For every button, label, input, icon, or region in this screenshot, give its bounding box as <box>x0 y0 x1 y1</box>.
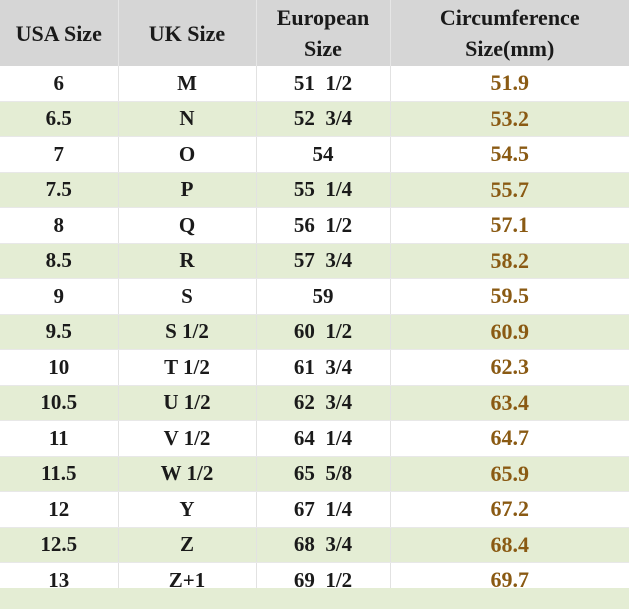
circumference-cell: 53.2 <box>390 101 629 137</box>
uk-size-cell: Q <box>118 207 257 244</box>
table-row: 8.5 R 57 3/4 58.2 <box>0 243 629 279</box>
usa-size-cell: 12 <box>0 491 119 528</box>
uk-size-cell: N <box>118 101 257 137</box>
uk-size-cell: R <box>118 243 257 279</box>
usa-size-cell: 11.5 <box>0 456 119 492</box>
header-usa-size: USA Size <box>0 0 119 66</box>
header-circumference-line-2: Size(mm) <box>465 36 555 61</box>
uk-size-cell: T 1/2 <box>118 349 257 386</box>
european-size-cell: 54 <box>256 136 391 173</box>
table-row: 12.5 Z 68 3/4 68.4 <box>0 527 629 563</box>
table-row: 8 Q 56 1/2 57.1 <box>0 207 629 244</box>
uk-size-cell: S <box>118 278 257 315</box>
table-row: 9.5 S 1/2 60 1/2 60.9 <box>0 314 629 350</box>
circumference-cell: 57.1 <box>390 207 629 244</box>
usa-size-cell: 6.5 <box>0 101 119 137</box>
uk-size-cell: S 1/2 <box>118 314 257 350</box>
header-row: USA Size UK Size European Size Circumfer… <box>0 0 629 66</box>
european-size-cell: 56 1/2 <box>256 207 391 244</box>
header-uk-size: UK Size <box>118 0 257 66</box>
usa-size-cell: 7.5 <box>0 172 119 208</box>
circumference-cell: 54.5 <box>390 136 629 173</box>
circumference-cell: 64.7 <box>390 420 629 457</box>
uk-size-cell: P <box>118 172 257 208</box>
header-european-line-1: European <box>276 5 370 30</box>
usa-size-cell: 8 <box>0 207 119 244</box>
table-row: 11 V 1/2 64 1/4 64.7 <box>0 420 629 457</box>
circumference-cell: 62.3 <box>390 349 629 386</box>
usa-size-cell: 6 <box>0 66 119 102</box>
header-european-line-2: Size <box>304 36 342 61</box>
table-row: 6 M 51 1/2 51.9 <box>0 66 629 102</box>
table-row: 6.5 N 52 3/4 53.2 <box>0 101 629 137</box>
european-size-cell: 59 <box>256 278 391 315</box>
header-circumference-line-1: Circumference <box>439 5 580 30</box>
table-body: 6 M 51 1/2 51.9 6.5 N 52 3/4 53.2 7 O 54 54.5 7.5 P 55… <box>0 66 629 599</box>
uk-size-cell: M <box>118 66 257 102</box>
european-size-cell: 64 1/4 <box>256 420 391 457</box>
table-row: 7 O 54 54.5 <box>0 136 629 173</box>
table-row: 11.5 W 1/2 65 5/8 65.9 <box>0 456 629 492</box>
uk-size-cell: Z <box>118 527 257 563</box>
circumference-cell: 65.9 <box>390 456 629 492</box>
uk-size-cell: Y <box>118 491 257 528</box>
european-size-cell: 67 1/4 <box>256 491 391 528</box>
circumference-cell: 60.9 <box>390 314 629 350</box>
table-row: 9 S 59 59.5 <box>0 278 629 315</box>
circumference-cell: 58.2 <box>390 243 629 279</box>
european-size-cell: 55 1/4 <box>256 172 391 208</box>
header-usa-size-line: USA Size <box>15 20 102 46</box>
table-header: USA Size UK Size European Size Circumfer… <box>0 0 629 66</box>
european-size-cell: 60 1/2 <box>256 314 391 350</box>
circumference-cell: 51.9 <box>390 66 629 102</box>
european-size-cell: 61 3/4 <box>256 349 391 386</box>
european-size-cell: 62 3/4 <box>256 385 391 421</box>
uk-size-cell: W 1/2 <box>118 456 257 492</box>
table-row: 10 T 1/2 61 3/4 62.3 <box>0 349 629 386</box>
usa-size-cell: 12.5 <box>0 527 119 563</box>
header-uk-size-line: UK Size <box>148 20 226 46</box>
uk-size-cell: V 1/2 <box>118 420 257 457</box>
usa-size-cell: 9.5 <box>0 314 119 350</box>
usa-size-cell: 10 <box>0 349 119 386</box>
uk-size-cell: U 1/2 <box>118 385 257 421</box>
usa-size-cell: 11 <box>0 420 119 457</box>
header-european-size: European Size <box>256 0 391 66</box>
circumference-cell: 55.7 <box>390 172 629 208</box>
usa-size-cell: 7 <box>0 136 119 173</box>
european-size-cell: 57 3/4 <box>256 243 391 279</box>
european-size-cell: 52 3/4 <box>256 101 391 137</box>
uk-size-cell: O <box>118 136 257 173</box>
circumference-cell: 67.2 <box>390 491 629 528</box>
table-row: 10.5 U 1/2 62 3/4 63.4 <box>0 385 629 421</box>
usa-size-cell: 9 <box>0 278 119 315</box>
usa-size-cell: 10.5 <box>0 385 119 421</box>
footer-stripe <box>0 588 629 609</box>
header-circumference-size: Circumference Size(mm) <box>390 0 629 66</box>
circumference-cell: 59.5 <box>390 278 629 315</box>
circumference-cell: 68.4 <box>390 527 629 563</box>
european-size-cell: 68 3/4 <box>256 527 391 563</box>
usa-size-cell: 8.5 <box>0 243 119 279</box>
european-size-cell: 51 1/2 <box>256 66 391 102</box>
table-row: 12 Y 67 1/4 67.2 <box>0 491 629 528</box>
european-size-cell: 65 5/8 <box>256 456 391 492</box>
table-row: 7.5 P 55 1/4 55.7 <box>0 172 629 208</box>
circumference-cell: 63.4 <box>390 385 629 421</box>
